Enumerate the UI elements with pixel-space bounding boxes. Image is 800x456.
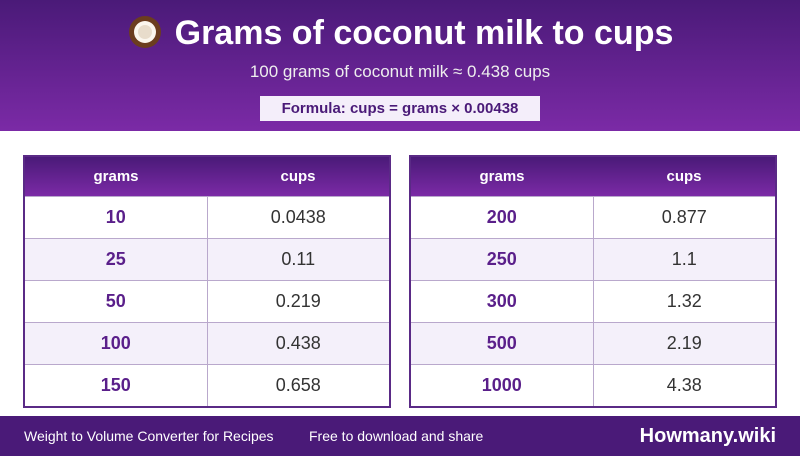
cell: 0.11	[206, 238, 391, 281]
header-row: grams cups	[24, 156, 390, 197]
cell: 0.658	[206, 364, 391, 408]
cell: 0.0438	[206, 196, 391, 239]
cell: 1000	[409, 364, 594, 408]
header-row: grams cups	[410, 156, 776, 197]
cell: 1.32	[592, 280, 777, 323]
row: 300 1.32	[409, 280, 777, 323]
footer-text: Free to download and share	[309, 428, 484, 444]
row: 100 0.438	[23, 322, 391, 365]
row: 25 0.11	[23, 238, 391, 281]
formula: Formula: cups = grams × 0.00438	[260, 96, 540, 121]
brand: Howmany.wiki	[639, 425, 776, 447]
cell: 25	[23, 238, 208, 281]
row: 10 0.0438	[23, 196, 391, 239]
cell: 0.438	[206, 322, 391, 365]
cell: 50	[23, 280, 208, 323]
row: 250 1.1	[409, 238, 777, 281]
cell: 300	[409, 280, 594, 323]
coconut-icon	[128, 16, 161, 49]
row: 50 0.219	[23, 280, 391, 323]
row: 150 0.658	[23, 364, 391, 408]
subtitle: 100 grams of coconut milk ≈ 0.438 cups	[249, 62, 551, 81]
cell: 100	[23, 322, 208, 365]
cell: 0.877	[592, 196, 777, 239]
cell: 4.38	[592, 364, 777, 408]
column-header: grams	[410, 156, 593, 197]
conversion-table: grams cups 200 0.877 250 1.1 300 1.32 500 2.19 100…	[409, 155, 777, 408]
row: 200 0.877	[409, 196, 777, 239]
row: 1000 4.38	[409, 364, 777, 408]
cell: 150	[23, 364, 208, 408]
cell: 500	[409, 322, 594, 365]
column-header: cups	[207, 156, 390, 197]
title: Grams of coconut milk to cups	[174, 14, 674, 52]
title-row: Grams of coconut milk to cups	[0, 14, 800, 53]
footer-text: Weight to Volume Converter for Recipes	[24, 428, 274, 444]
header: Grams of coconut milk to cups 100 grams …	[0, 0, 800, 131]
cell: 10	[23, 196, 208, 239]
footer: Weight to Volume Converter for Recipes F…	[0, 416, 800, 456]
column-header: grams	[24, 156, 207, 197]
cell: 200	[409, 196, 594, 239]
cell: 2.19	[592, 322, 777, 365]
column-header: cups	[593, 156, 776, 197]
row: 500 2.19	[409, 322, 777, 365]
cell: 1.1	[592, 238, 777, 281]
cell: 250	[409, 238, 594, 281]
conversion-table: grams cups 10 0.0438 25 0.11 50 0.219 100 0.438 15…	[23, 155, 391, 408]
cell: 0.219	[206, 280, 391, 323]
